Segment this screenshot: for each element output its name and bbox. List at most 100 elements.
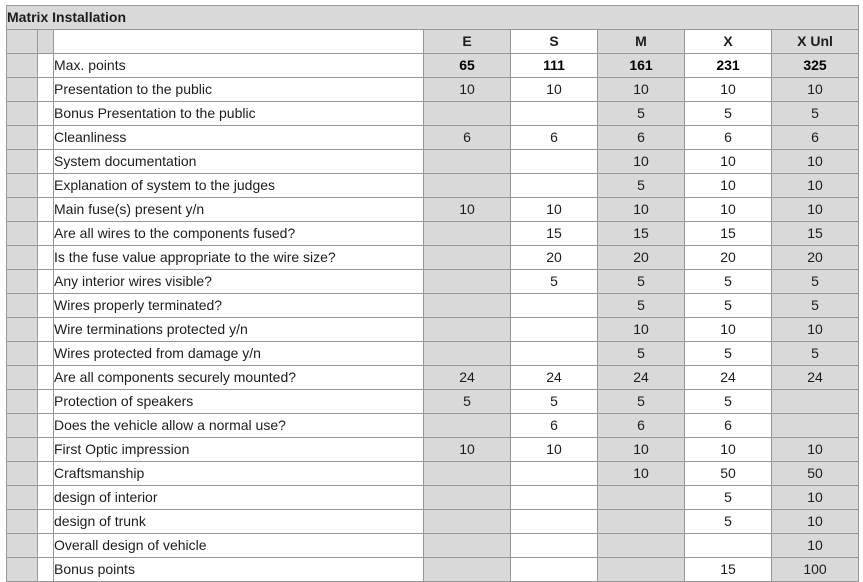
- header-label-spacer: [53, 29, 424, 54]
- value-cell-xunl: 24: [770, 365, 860, 390]
- value-cell-s: [510, 485, 598, 510]
- value-cell-e: 5: [423, 389, 511, 414]
- value-cell-e: [423, 533, 511, 558]
- row-label: Bonus points: [53, 557, 424, 582]
- value-cell-e: [423, 317, 511, 342]
- value-cell-x: 5: [684, 293, 772, 318]
- spacer-cell-b: [37, 437, 54, 462]
- spacer-cell-b: [37, 509, 54, 534]
- spacer-cell-a: [6, 341, 38, 366]
- value-cell-s: 20: [510, 245, 598, 270]
- value-cell-s: 10: [510, 437, 598, 462]
- column-header-xunl: X Unl: [770, 29, 860, 54]
- row-label: First Optic impression: [53, 437, 424, 462]
- value-cell-x: 10: [684, 197, 772, 222]
- row-label: Bonus Presentation to the public: [53, 101, 424, 126]
- table-row: design of interior 5 10: [6, 485, 860, 510]
- value-cell-x: 10: [684, 173, 772, 198]
- spacer-cell-b: [37, 125, 54, 150]
- value-cell-m: 161: [597, 53, 685, 78]
- value-cell-s: 6: [510, 413, 598, 438]
- spacer-cell-b: [37, 413, 54, 438]
- spacer-cell-a: [6, 365, 38, 390]
- value-cell-e: [423, 221, 511, 246]
- value-cell-x: 10: [684, 437, 772, 462]
- value-cell-s: [510, 533, 598, 558]
- spacer-cell-a: [6, 485, 38, 510]
- value-cell-e: [423, 293, 511, 318]
- value-cell-xunl: 10: [770, 317, 860, 342]
- value-cell-e: [423, 485, 511, 510]
- table-row: Wires properly terminated? 5 5 5: [6, 293, 860, 318]
- column-header-s: S: [510, 29, 598, 54]
- value-cell-m: [597, 533, 685, 558]
- value-cell-s: [510, 293, 598, 318]
- row-label: Is the fuse value appropriate to the wir…: [53, 245, 424, 270]
- header-row: E S M X X Unl: [6, 29, 860, 54]
- value-cell-s: [510, 317, 598, 342]
- table-row: Any interior wires visible? 5 5 5 5: [6, 269, 860, 294]
- row-label: Craftsmanship: [53, 461, 424, 486]
- table-row: Are all wires to the components fused? 1…: [6, 221, 860, 246]
- value-cell-s: 5: [510, 269, 598, 294]
- value-cell-s: 10: [510, 77, 598, 102]
- value-cell-e: [423, 509, 511, 534]
- table-row: Wires protected from damage y/n 5 5 5: [6, 341, 860, 366]
- column-header-x: X: [684, 29, 772, 54]
- spacer-cell-b: [37, 461, 54, 486]
- spacer-cell-b: [37, 293, 54, 318]
- spacer-cell-b: [37, 341, 54, 366]
- value-cell-x: 15: [684, 557, 772, 582]
- spacer-cell-a: [6, 125, 38, 150]
- spacer-cell-a: [6, 173, 38, 198]
- value-cell-x: 20: [684, 245, 772, 270]
- value-cell-e: [423, 461, 511, 486]
- value-cell-e: [423, 557, 511, 582]
- value-cell-x: 10: [684, 149, 772, 174]
- value-cell-e: [423, 341, 511, 366]
- value-cell-xunl: 10: [770, 173, 860, 198]
- value-cell-e: [423, 149, 511, 174]
- table-row: Presentation to the public 10 10 10 10 1…: [6, 77, 860, 102]
- value-cell-xunl: 5: [770, 341, 860, 366]
- row-label: Explanation of system to the judges: [53, 173, 424, 198]
- spacer-cell-b: [37, 149, 54, 174]
- table-body: Matrix Installation E S M X X Unl Max. p…: [5, 5, 860, 582]
- column-header-e: E: [423, 29, 511, 54]
- row-label: Are all components securely mounted?: [53, 365, 424, 390]
- value-cell-x: 5: [684, 389, 772, 414]
- spacer-cell-b: [37, 221, 54, 246]
- spacer-cell-b: [37, 197, 54, 222]
- spacer-cell-a: [6, 413, 38, 438]
- value-cell-xunl: 50: [770, 461, 860, 486]
- value-cell-m: [597, 485, 685, 510]
- value-cell-x: 10: [684, 77, 772, 102]
- spacer-cell-a: [6, 269, 38, 294]
- value-cell-x: 50: [684, 461, 772, 486]
- value-cell-x: 5: [684, 101, 772, 126]
- value-cell-x: 15: [684, 221, 772, 246]
- table-title: Matrix Installation: [5, 5, 860, 30]
- value-cell-m: 5: [597, 389, 685, 414]
- table-row: Is the fuse value appropriate to the wir…: [6, 245, 860, 270]
- value-cell-e: [423, 413, 511, 438]
- value-cell-s: 10: [510, 197, 598, 222]
- table-row: Max. points 65 111 161 231 325: [6, 53, 860, 78]
- title-row: Matrix Installation: [5, 5, 860, 30]
- table-row: Overall design of vehicle 10: [6, 533, 860, 558]
- value-cell-xunl: 100: [770, 557, 860, 582]
- value-cell-xunl: 5: [770, 269, 860, 294]
- spacer-cell-b: [37, 557, 54, 582]
- value-cell-x: 5: [684, 269, 772, 294]
- table-row: Bonus points 15 100: [6, 557, 860, 582]
- row-label: design of interior: [53, 485, 424, 510]
- spacer-cell-b: [37, 173, 54, 198]
- value-cell-m: 5: [597, 341, 685, 366]
- value-cell-s: 6: [510, 125, 598, 150]
- table-row: Bonus Presentation to the public 5 5 5: [6, 101, 860, 126]
- spacer-cell-a: [6, 293, 38, 318]
- value-cell-e: 10: [423, 197, 511, 222]
- value-cell-m: 5: [597, 101, 685, 126]
- table-row: System documentation 10 10 10: [6, 149, 860, 174]
- spacer-cell-b: [37, 485, 54, 510]
